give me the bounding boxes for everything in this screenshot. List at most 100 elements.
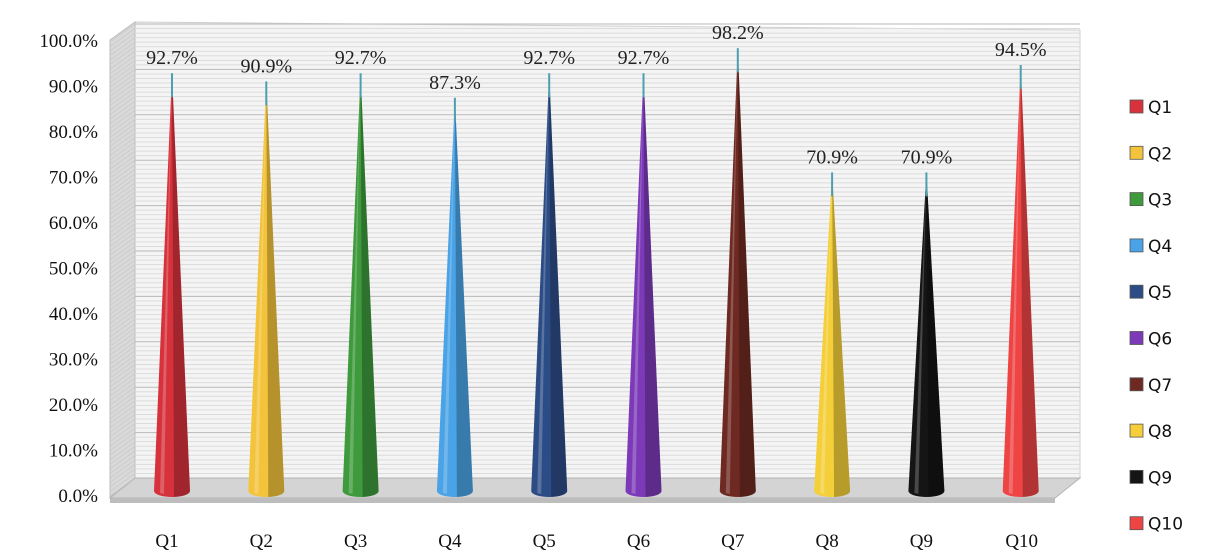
gridlines <box>109 23 1080 497</box>
side-gridline <box>109 464 136 483</box>
side-gridline <box>109 123 136 143</box>
side-gridline <box>109 395 136 415</box>
side-gridline <box>109 327 136 347</box>
y-tick-label: 60.0% <box>49 213 98 234</box>
cone-highlight <box>914 172 927 494</box>
side-gridline <box>109 109 136 129</box>
data-label: 92.7% <box>523 47 575 69</box>
cone-shade <box>926 172 945 497</box>
cone-body <box>719 48 756 497</box>
side-gridline <box>109 300 136 320</box>
cone-q7 <box>719 48 756 497</box>
legend-item-q9: Q9 <box>1129 468 1172 488</box>
cone-highlight <box>348 73 361 494</box>
side-gridline <box>109 473 136 492</box>
side-gridline <box>109 323 136 342</box>
side-gridline <box>109 241 136 261</box>
side-gridline <box>109 350 136 370</box>
side-gridline <box>109 209 136 229</box>
cone-q9 <box>908 172 945 497</box>
side-gridline <box>109 314 136 333</box>
y-tick-label: 40.0% <box>49 304 98 325</box>
side-gridline <box>109 41 136 61</box>
side-gridline <box>109 87 136 106</box>
cone-shade <box>737 48 756 497</box>
cone-body <box>908 172 945 497</box>
x-tick-label: Q9 <box>910 531 933 552</box>
cone-highlight <box>160 73 172 494</box>
side-gridline <box>109 373 136 392</box>
y-tick-label: 50.0% <box>49 259 98 280</box>
side-gridline <box>109 50 136 70</box>
cone-highlight <box>254 81 267 494</box>
side-gridline <box>109 146 136 165</box>
side-gridline <box>109 32 136 52</box>
side-gridline <box>109 427 136 447</box>
side-gridline <box>109 400 136 420</box>
legend-label: Q4 <box>1148 237 1172 257</box>
side-gridline <box>109 114 136 134</box>
side-gridline <box>109 173 136 193</box>
legend-label: Q6 <box>1148 330 1172 350</box>
data-label: 70.9% <box>806 146 858 168</box>
side-gridline <box>109 423 136 442</box>
side-gridline <box>109 286 136 306</box>
x-tick-label: Q5 <box>533 531 556 552</box>
side-gridline <box>109 119 136 138</box>
side-gridline <box>109 237 136 256</box>
cone-q3 <box>342 73 379 497</box>
y-tick-label: 80.0% <box>49 122 98 143</box>
side-gridline <box>109 282 136 302</box>
side-gridline <box>109 91 136 111</box>
legend-swatch <box>1129 331 1144 345</box>
side-gridline <box>109 28 136 47</box>
cone-series <box>154 48 1039 498</box>
side-gridline <box>109 386 136 406</box>
cone-body <box>248 81 285 497</box>
side-gridline <box>109 409 136 429</box>
legend-label: Q8 <box>1148 422 1172 442</box>
cone-q10 <box>1002 65 1039 498</box>
legend-label: Q3 <box>1148 191 1172 211</box>
cone-body <box>1002 65 1039 498</box>
side-gridline <box>109 55 136 75</box>
data-label: 87.3% <box>429 72 481 94</box>
cone-shade <box>1020 65 1039 498</box>
legend-item-q1: Q1 <box>1129 98 1172 118</box>
side-gridline <box>109 454 136 474</box>
data-label: 90.9% <box>240 55 292 77</box>
side-gridline <box>109 96 136 115</box>
side-gridline <box>109 364 136 383</box>
side-gridline <box>109 405 136 424</box>
cone-q5 <box>531 73 568 497</box>
side-gridline <box>109 441 136 461</box>
floor-edge <box>110 498 1055 503</box>
side-gridline <box>109 268 136 288</box>
legend-item-q6: Q6 <box>1129 330 1172 350</box>
x-tick-label: Q4 <box>438 531 462 552</box>
cone-highlight <box>820 172 833 494</box>
data-label: 70.9% <box>901 146 953 168</box>
side-gridline <box>109 450 136 470</box>
side-gridline <box>109 259 136 279</box>
side-gridline <box>109 150 136 170</box>
side-gridline <box>109 141 136 161</box>
side-gridline <box>109 105 136 125</box>
side-gridline <box>109 264 136 283</box>
cone-body <box>814 172 851 497</box>
cone-highlight <box>631 73 644 494</box>
side-gridline <box>109 59 136 79</box>
side-gridline <box>109 205 136 224</box>
side-gridline <box>109 346 136 365</box>
legend-label: Q1 <box>1148 98 1172 118</box>
cone-shade <box>832 172 851 497</box>
legend-item-q8: Q8 <box>1129 422 1172 442</box>
legend-swatch <box>1129 516 1144 531</box>
side-gridline <box>109 250 136 270</box>
legend-item-q2: Q2 <box>1129 144 1172 164</box>
data-labels: 92.7% 90.9% 92.7% 87.3% 92.7% 92.7% 98.2% 70.9%… <box>146 22 1046 168</box>
side-gridline <box>109 305 136 324</box>
legend-label: Q5 <box>1148 283 1172 303</box>
x-tick-label: Q8 <box>815 531 838 552</box>
cone-body <box>436 97 473 497</box>
